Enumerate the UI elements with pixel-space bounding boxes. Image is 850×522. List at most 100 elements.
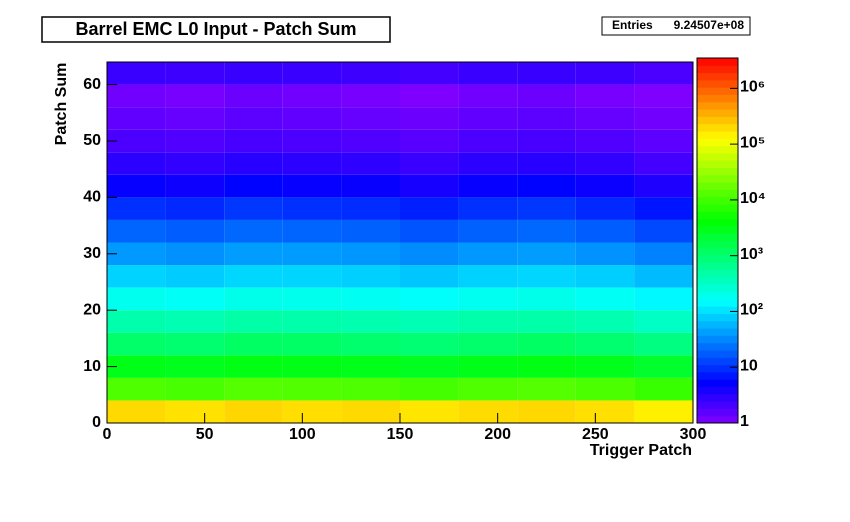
heatmap-cell [517, 377, 576, 401]
heatmap-cell [575, 129, 635, 153]
x-tick-label: 300 [680, 426, 707, 443]
heatmap-cell [517, 84, 576, 108]
heatmap-cell [341, 355, 400, 378]
heatmap-cell [282, 129, 342, 153]
heatmap-cell [634, 84, 693, 108]
heatmap-cell [165, 400, 225, 423]
heatmap-cell [575, 219, 635, 243]
heatmap-cell [400, 355, 459, 378]
heatmap-cell [575, 265, 635, 288]
heatmap-cell [400, 219, 459, 243]
color-bar-band [697, 408, 738, 417]
heatmap-cell [224, 287, 283, 311]
stats-label: Entries [612, 18, 653, 32]
heatmap-cell [165, 332, 225, 356]
heatmap-cell [341, 287, 400, 311]
heatmap-cell [165, 62, 225, 85]
heatmap-cell [165, 107, 225, 130]
heatmap-cell [107, 152, 166, 175]
x-axis-label: Trigger Patch [590, 442, 692, 459]
z-tick-label: 10² [740, 302, 763, 319]
heatmap-cell [165, 265, 225, 288]
color-bar-band [697, 401, 738, 409]
heatmap-cell [165, 287, 225, 311]
heatmap-cell [341, 219, 400, 243]
y-tick-label: 40 [83, 189, 101, 206]
heatmap-cell [458, 107, 518, 130]
heatmap-cell [224, 197, 283, 220]
color-bar-band [697, 320, 738, 329]
color-bar-band [697, 58, 738, 66]
color-bar-band [697, 189, 738, 198]
heatmap-cell [575, 287, 635, 311]
stats-value: 9.24507e+08 [674, 18, 745, 32]
color-bar-band [697, 65, 738, 74]
heatmap-cell [634, 62, 693, 85]
heatmap-cell [224, 152, 283, 175]
heatmap-cell [575, 62, 635, 85]
heatmap-cell [224, 107, 283, 130]
color-bar-band [697, 350, 738, 358]
heatmap-cell [575, 84, 635, 108]
heatmap-cell [575, 197, 635, 220]
heatmap-cell [458, 287, 518, 311]
heatmap-cell [107, 197, 166, 220]
heatmap-cell [107, 355, 166, 378]
color-bar-band [697, 79, 738, 88]
heatmap-cell [341, 152, 400, 175]
heatmap-cell [458, 152, 518, 175]
heatmap-cell [634, 400, 693, 423]
x-tick-label: 100 [289, 426, 316, 443]
heatmap-cell [400, 377, 459, 401]
x-tick-label: 200 [484, 426, 511, 443]
heatmap-cell [107, 332, 166, 356]
heatmap-cell [517, 355, 576, 378]
heatmap-cell [224, 84, 283, 108]
color-bar-band [697, 138, 738, 147]
heatmap-cell [341, 310, 400, 333]
title-box [41, 16, 391, 43]
heatmap-cell [107, 62, 166, 85]
heatmap-cell [634, 377, 693, 401]
y-tick-label: 20 [83, 301, 101, 318]
heatmap-cell [458, 62, 518, 85]
heatmap-cell [575, 400, 635, 423]
heatmap-cell [282, 377, 342, 401]
color-bar-band [697, 204, 738, 212]
heatmap-cell [224, 265, 283, 288]
heatmap-cell [400, 107, 459, 130]
heatmap-cell [282, 174, 342, 198]
heatmap-cell [224, 174, 283, 198]
heatmap-cell [634, 107, 693, 130]
color-bar-band [697, 225, 738, 234]
heatmap-cell [400, 332, 459, 356]
color-bar-band [697, 277, 738, 285]
heatmap-cell [575, 242, 635, 266]
heatmap-cell [282, 152, 342, 175]
x-tick-label: 250 [582, 426, 609, 443]
heatmap-cell [575, 332, 635, 356]
heatmap-cell [341, 377, 400, 401]
color-bar-band [697, 335, 738, 344]
heatmap-cell [107, 400, 166, 423]
color-bar-band [697, 269, 738, 278]
heatmap-cell [282, 62, 342, 85]
heatmap-cell [282, 310, 342, 333]
z-tick-label: 10⁴ [740, 190, 766, 207]
heatmap-cell [341, 174, 400, 198]
heatmap-cell [517, 129, 576, 153]
color-bar-band [697, 284, 738, 293]
heatmap-cell [634, 152, 693, 175]
heatmap-cell [224, 377, 283, 401]
heatmap-cell [165, 197, 225, 220]
heatmap-cell [282, 355, 342, 378]
heatmap-cell [575, 355, 635, 378]
chart-title: Barrel EMC L0 Input - Patch Sum [75, 19, 356, 39]
heatmap-cell [517, 107, 576, 130]
heatmap-cell [107, 377, 166, 401]
heatmap-cell [165, 174, 225, 198]
color-bar-band [697, 357, 738, 366]
color-bar-band [697, 371, 738, 380]
heatmap-cell [634, 332, 693, 356]
